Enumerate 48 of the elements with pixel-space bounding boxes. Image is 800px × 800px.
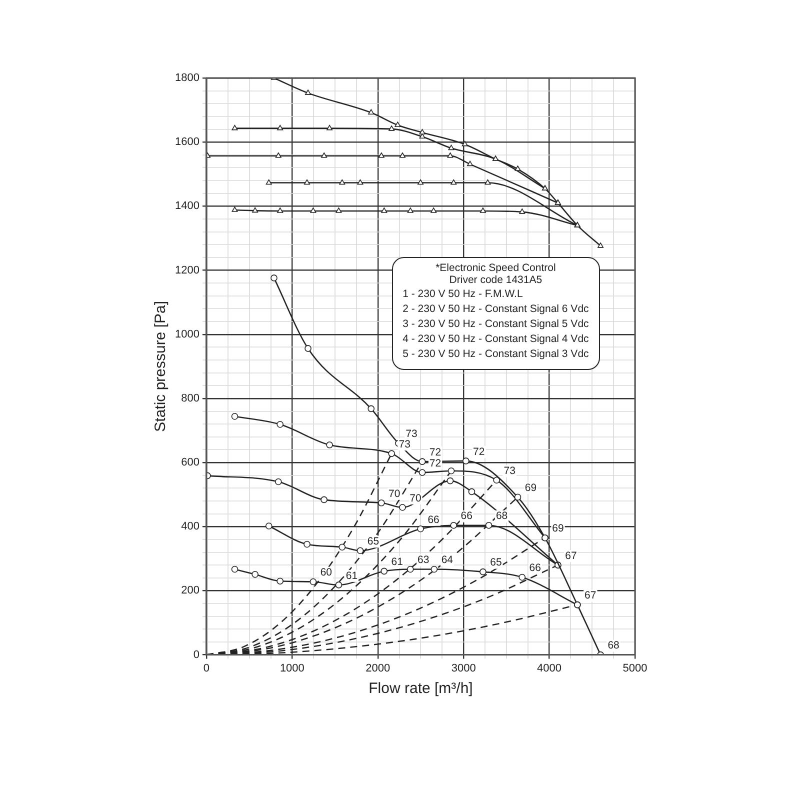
annotation: 70 [388,488,400,500]
y-tick-label: 1600 [174,136,200,148]
annotation: 1 - 230 V 50 Hz - F.M.W.L [402,286,524,302]
annotation: Driver code 1431A5 [448,274,544,286]
y-tick-label: 1800 [174,72,200,84]
y-axis-title: Static pressure [Pa] [152,300,170,432]
y-tick-label: 1400 [174,200,200,212]
x-tick-label: 4000 [537,662,562,674]
annotation: 72 [473,446,485,458]
annotation: 69 [552,522,564,535]
annotation: 72 [429,446,442,458]
y-tick-label: 0 [193,648,200,661]
annotation: 67 [584,590,596,602]
annotation: 69 [524,482,537,494]
annotation: 65 [490,556,502,569]
x-axis-title: Flow rate [m³/h] [368,680,473,698]
annotation: 63 [418,554,430,566]
y-tick-label: 200 [181,584,200,597]
y-tick-label: 600 [181,456,200,469]
annotation: 70 [410,492,422,504]
y-tick-label: 400 [181,520,200,533]
x-tick-label: 2000 [366,662,390,674]
annotation: 2 - 230 V 50 Hz - Constant Signal 6 Vdc [402,302,589,317]
annotation: 61 [346,570,358,582]
y-tick-label: 1000 [174,328,200,340]
annotation: 68 [496,510,508,522]
annotation: 66 [428,514,440,526]
x-tick-label: 5000 [622,662,648,674]
y-tick-label: 800 [181,392,200,404]
x-tick-label: 1000 [280,662,304,674]
annotation: 5 - 230 V 50 Hz - Constant Signal 3 Vdc [402,347,589,362]
annotation: 4 - 230 V 50 Hz - Constant Signal 4 Vdc [402,332,589,348]
y-tick-label: 1200 [174,264,200,276]
annotation: 66 [460,510,473,522]
annotation: 68 [608,640,620,652]
annotation: 60 [320,566,332,579]
annotation: 3 - 230 V 50 Hz - Constant Signal 5 Vdc [402,316,589,332]
annotation: 66 [529,562,542,574]
x-tick-label: 3000 [451,662,476,674]
annotation: *Electronic Speed Control [434,262,557,274]
annotation: 67 [565,550,577,562]
annotation: 61 [391,556,404,568]
annotation: 73 [504,465,516,478]
annotation: 73 [406,428,418,440]
annotation: 64 [441,554,454,566]
annotation: 72 [429,457,442,470]
annotation: 65 [367,536,380,548]
x-tick-label: 0 [203,662,210,674]
